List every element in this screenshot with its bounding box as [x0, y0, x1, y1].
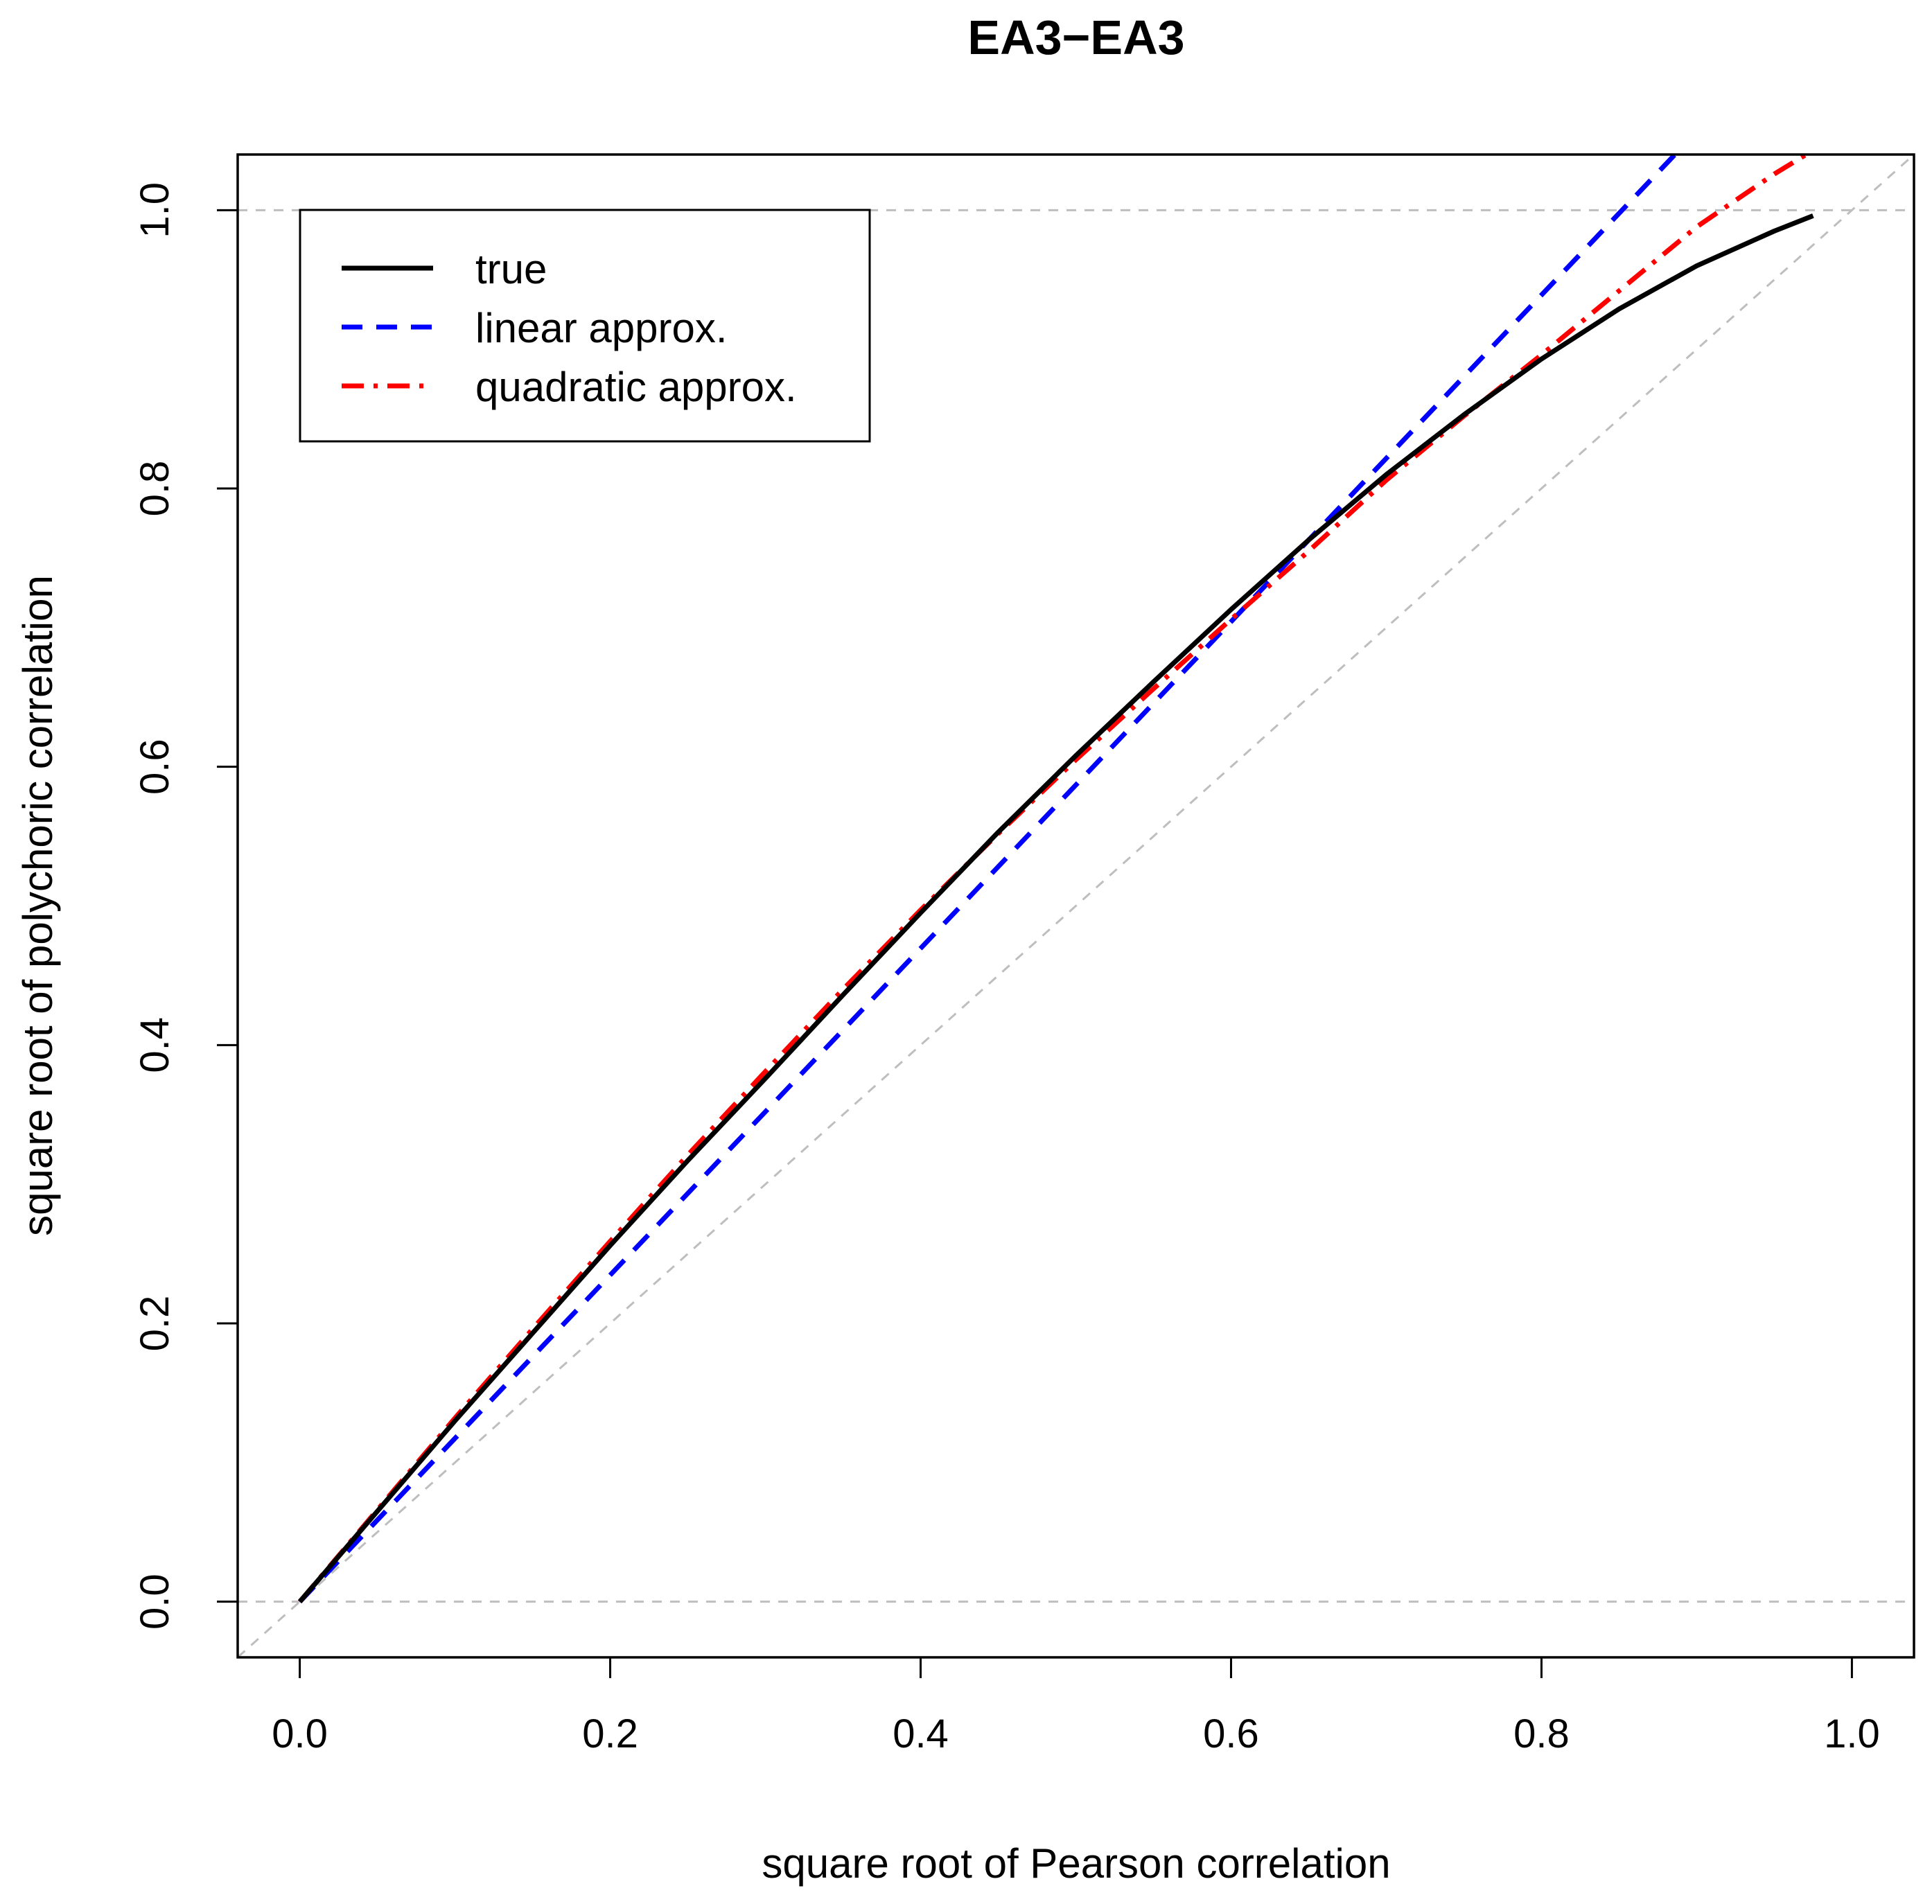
x-axis: 0.0 0.2 0.4 0.6 0.8 1.0: [272, 1656, 1880, 1756]
x-tick-label: 1.0: [1824, 1711, 1880, 1756]
y-axis: 0.0 0.2 0.4 0.6 0.8 1.0: [132, 182, 239, 1630]
reference-line-2: [238, 155, 1914, 1657]
series-line-true: [297, 213, 1814, 1603]
y-tick-label: 0.6: [132, 739, 177, 795]
legend-true-label: true: [475, 246, 547, 292]
x-axis-label: square root of Pearson correlation: [762, 1840, 1390, 1887]
y-tick-label: 0.0: [132, 1574, 177, 1630]
legend-quadratic-label: quadratic approx.: [475, 364, 797, 410]
x-tick-label: 0.0: [272, 1711, 328, 1756]
y-tick-label: 0.8: [132, 461, 177, 517]
legend: true linear approx. quadratic approx.: [299, 209, 871, 443]
y-tick-label: 0.4: [132, 1017, 177, 1073]
chart-title: EA3−EA3: [967, 10, 1184, 64]
x-tick-label: 0.6: [1203, 1711, 1259, 1756]
y-axis-label: square root of polychoric correlation: [15, 575, 61, 1236]
y-tick-label: 0.2: [132, 1296, 177, 1352]
series-line-quadratic-approx: [297, 155, 1811, 1603]
x-tick-label: 0.2: [582, 1711, 638, 1756]
x-tick-label: 0.8: [1513, 1711, 1570, 1756]
legend-linear-label: linear approx.: [475, 305, 728, 351]
y-tick-label: 1.0: [132, 182, 177, 238]
x-tick-label: 0.4: [893, 1711, 949, 1756]
series-lines: [297, 155, 1814, 1604]
series-line-linear-approx: [298, 155, 1677, 1604]
